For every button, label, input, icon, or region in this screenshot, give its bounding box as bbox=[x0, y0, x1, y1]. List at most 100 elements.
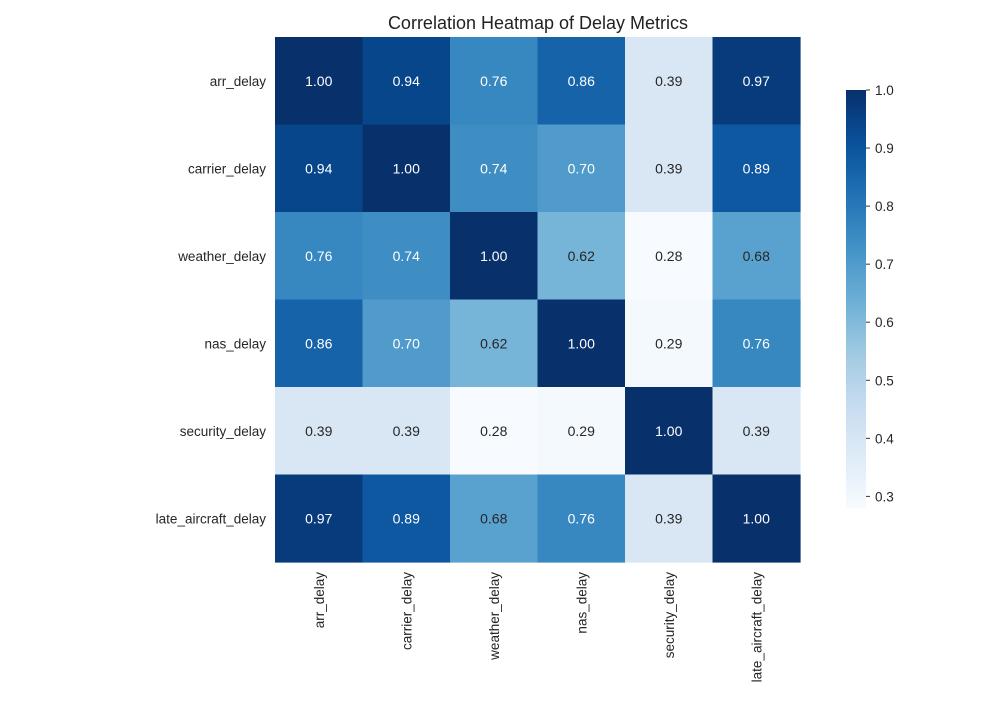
heatmap-cell-label: 0.39 bbox=[743, 423, 770, 439]
heatmap-cell-weather_delay-late_aircraft_delay bbox=[712, 212, 801, 301]
colorbar-tick-label: 0.4 bbox=[875, 431, 894, 446]
colorbar-tick-label: 0.9 bbox=[875, 141, 894, 156]
heatmap-cell-label: 0.29 bbox=[568, 423, 595, 439]
heatmap-cell-arr_delay-late_aircraft_delay bbox=[712, 37, 801, 126]
colorbar-tick-label: 0.3 bbox=[875, 489, 894, 504]
row-label-late_aircraft_delay: late_aircraft_delay bbox=[156, 511, 267, 526]
colorbar-tick-label: 0.5 bbox=[875, 373, 894, 388]
heatmap-cell-label: 0.97 bbox=[743, 73, 770, 89]
heatmap-cell-arr_delay-arr_delay bbox=[275, 37, 364, 126]
column-label-weather_delay: weather_delay bbox=[487, 572, 502, 661]
heatmap-cell-label: 0.70 bbox=[393, 335, 420, 351]
heatmap-cell-late_aircraft_delay-late_aircraft_delay bbox=[712, 474, 801, 563]
heatmap-cell-label: 0.29 bbox=[655, 335, 682, 351]
heatmap-cell-label: 0.86 bbox=[305, 335, 332, 351]
heatmap-cell-carrier_delay-arr_delay bbox=[275, 124, 364, 213]
heatmap-cell-nas_delay-carrier_delay bbox=[362, 299, 451, 388]
column-tick-labels: arr_delay carrier_delay weather_delay nas_d… bbox=[312, 572, 765, 683]
heatmap-cell-label: 1.00 bbox=[393, 160, 420, 176]
heatmap-cell-late_aircraft_delay-nas_delay bbox=[537, 474, 626, 563]
colorbar-gradient bbox=[846, 90, 866, 508]
heatmap-cell-label: 0.89 bbox=[743, 160, 770, 176]
heatmap-cell-label: 0.39 bbox=[393, 423, 420, 439]
heatmap-cell-label: 0.62 bbox=[568, 248, 595, 264]
heatmap-cell-weather_delay-security_delay bbox=[625, 212, 714, 301]
heatmap-cell-label: 0.68 bbox=[743, 248, 770, 264]
heatmap-cell-label: 0.28 bbox=[655, 248, 682, 264]
heatmap-cell-label: 0.76 bbox=[305, 248, 332, 264]
heatmap-cell-late_aircraft_delay-arr_delay bbox=[275, 474, 364, 563]
heatmap-cell-weather_delay-weather_delay bbox=[450, 212, 539, 301]
colorbar-tick-label: 0.6 bbox=[875, 315, 894, 330]
heatmap-cell-label: 0.74 bbox=[393, 248, 420, 264]
heatmap-cells bbox=[275, 37, 801, 563]
heatmap-cell-security_delay-late_aircraft_delay bbox=[712, 387, 801, 476]
row-tick-labels: arr_delay carrier_delay weather_delay nas_d… bbox=[156, 74, 267, 527]
chart-title: Correlation Heatmap of Delay Metrics bbox=[388, 13, 688, 33]
heatmap-cell-labels: 1.00 0.94 0.76 0.86 0.39 0.97 0.94 1.00 0.74 0.70… bbox=[305, 73, 770, 527]
heatmap-cell-label: 0.76 bbox=[480, 73, 507, 89]
heatmap-cell-label: 0.94 bbox=[393, 73, 420, 89]
heatmap-cell-security_delay-arr_delay bbox=[275, 387, 364, 476]
heatmap-cell-late_aircraft_delay-weather_delay bbox=[450, 474, 539, 563]
heatmap-cell-label: 0.74 bbox=[480, 160, 507, 176]
heatmap-cell-label: 0.70 bbox=[568, 160, 595, 176]
heatmap-cell-weather_delay-arr_delay bbox=[275, 212, 364, 301]
heatmap-cell-carrier_delay-carrier_delay bbox=[362, 124, 451, 213]
heatmap-cell-late_aircraft_delay-security_delay bbox=[625, 474, 714, 563]
heatmap-cell-carrier_delay-late_aircraft_delay bbox=[712, 124, 801, 213]
heatmap-cell-label: 0.76 bbox=[743, 335, 770, 351]
heatmap-cell-arr_delay-weather_delay bbox=[450, 37, 539, 126]
row-label-security_delay: security_delay bbox=[180, 424, 267, 439]
heatmap-cell-security_delay-security_delay bbox=[625, 387, 714, 476]
heatmap-cell-security_delay-nas_delay bbox=[537, 387, 626, 476]
heatmap-cell-label: 0.39 bbox=[655, 73, 682, 89]
heatmap-cell-arr_delay-security_delay bbox=[625, 37, 714, 126]
colorbar-tick-label: 1.0 bbox=[875, 83, 894, 98]
row-label-carrier_delay: carrier_delay bbox=[188, 161, 266, 176]
heatmap-cell-label: 0.76 bbox=[568, 510, 595, 526]
heatmap-cell-label: 0.97 bbox=[305, 510, 332, 526]
heatmap-cell-carrier_delay-weather_delay bbox=[450, 124, 539, 213]
column-label-security_delay: security_delay bbox=[662, 572, 677, 659]
heatmap-cell-weather_delay-nas_delay bbox=[537, 212, 626, 301]
column-label-carrier_delay: carrier_delay bbox=[399, 572, 414, 650]
heatmap-cell-label: 0.68 bbox=[480, 510, 507, 526]
heatmap-cell-security_delay-weather_delay bbox=[450, 387, 539, 476]
heatmap-cell-label: 0.94 bbox=[305, 160, 332, 176]
heatmap-cell-label: 0.39 bbox=[655, 510, 682, 526]
heatmap-cell-label: 1.00 bbox=[655, 423, 682, 439]
heatmap-cell-security_delay-carrier_delay bbox=[362, 387, 451, 476]
heatmap-cell-label: 0.62 bbox=[480, 335, 507, 351]
heatmap-cell-label: 0.39 bbox=[655, 160, 682, 176]
heatmap-cell-label: 1.00 bbox=[305, 73, 332, 89]
heatmap-cell-arr_delay-carrier_delay bbox=[362, 37, 451, 126]
column-label-nas_delay: nas_delay bbox=[574, 572, 589, 634]
heatmap-cell-nas_delay-late_aircraft_delay bbox=[712, 299, 801, 388]
heatmap-cell-label: 0.89 bbox=[393, 510, 420, 526]
heatmap-cell-label: 0.86 bbox=[568, 73, 595, 89]
heatmap-cell-label: 1.00 bbox=[568, 335, 595, 351]
heatmap-cell-weather_delay-carrier_delay bbox=[362, 212, 451, 301]
colorbar: 1.0 0.9 0.8 0.7 0.6 0.5 0.4 0.3 bbox=[846, 83, 894, 508]
heatmap-cell-nas_delay-security_delay bbox=[625, 299, 714, 388]
heatmap-cell-nas_delay-weather_delay bbox=[450, 299, 539, 388]
heatmap-cell-label: 1.00 bbox=[743, 510, 770, 526]
heatmap-cell-nas_delay-arr_delay bbox=[275, 299, 364, 388]
colorbar-tick-label: 0.7 bbox=[875, 257, 894, 272]
colorbar-tick-label: 0.8 bbox=[875, 199, 894, 214]
heatmap-cell-carrier_delay-nas_delay bbox=[537, 124, 626, 213]
heatmap-cell-late_aircraft_delay-carrier_delay bbox=[362, 474, 451, 563]
heatmap-cell-nas_delay-nas_delay bbox=[537, 299, 626, 388]
heatmap-cell-label: 0.39 bbox=[305, 423, 332, 439]
row-label-arr_delay: arr_delay bbox=[210, 74, 267, 89]
heatmap-cell-label: 0.28 bbox=[480, 423, 507, 439]
heatmap-cell-carrier_delay-security_delay bbox=[625, 124, 714, 213]
row-label-weather_delay: weather_delay bbox=[177, 249, 266, 264]
heatmap-cell-label: 1.00 bbox=[480, 248, 507, 264]
heatmap-cell-arr_delay-nas_delay bbox=[537, 37, 626, 126]
column-label-late_aircraft_delay: late_aircraft_delay bbox=[749, 572, 764, 683]
column-label-arr_delay: arr_delay bbox=[312, 572, 327, 629]
